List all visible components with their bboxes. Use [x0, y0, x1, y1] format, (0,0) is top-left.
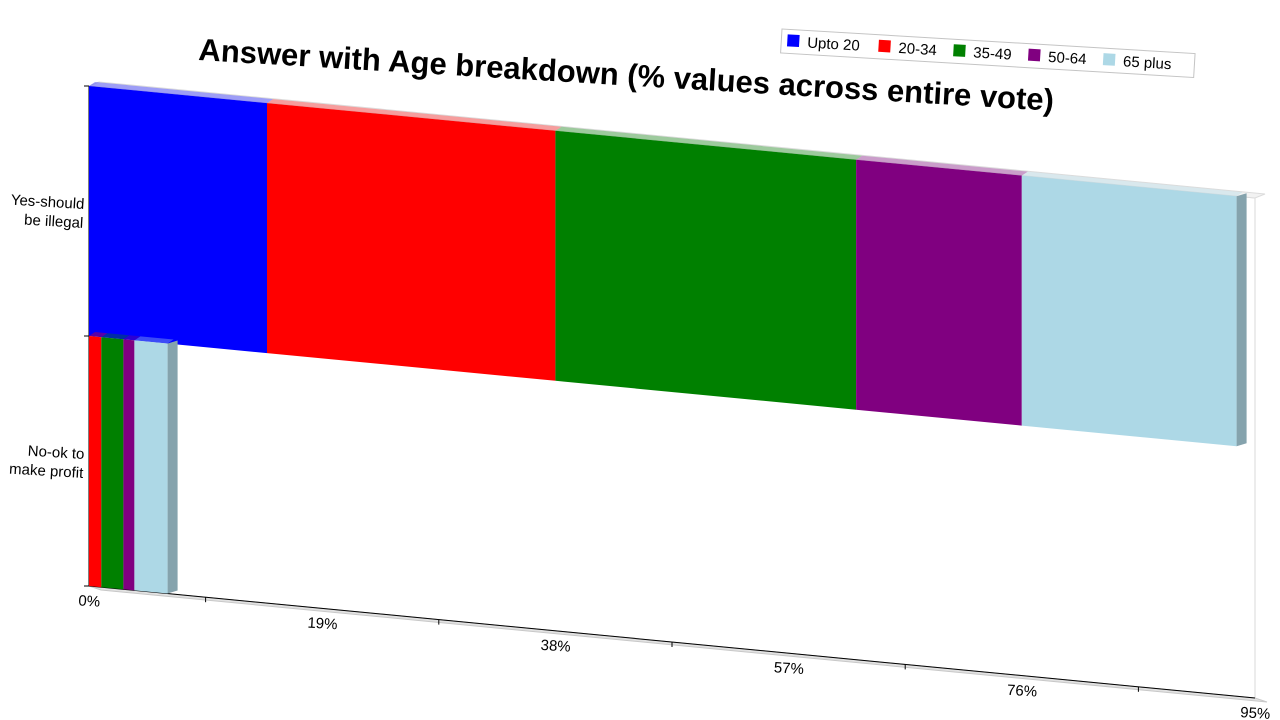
category-label-line: be illegal: [24, 211, 84, 231]
x-tick-label: 57%: [773, 659, 804, 678]
legend-swatch: [953, 44, 966, 57]
legend-label: 65 plus: [1123, 53, 1172, 73]
x-tick-label: 19%: [307, 615, 338, 634]
legend-label: 35-49: [973, 44, 1012, 63]
category-label-line: make profit: [9, 461, 85, 482]
bar-segment-top: [89, 82, 273, 104]
bars-layer: [89, 82, 1247, 594]
bar-segment: [1021, 175, 1237, 447]
plot-top-edge: [88, 81, 1266, 199]
legend-box: Upto 20 20-34 35-49 50-64 65 plus: [780, 28, 1196, 79]
category-label: Yes-shouldbe illegal: [9, 192, 85, 232]
category-label-line: No-ok to: [27, 443, 85, 463]
bar-segment-top: [267, 99, 562, 131]
bar-segment-top: [134, 336, 174, 344]
bar-segment-top: [89, 332, 108, 338]
bar-segment: [134, 340, 168, 594]
bar-segment: [555, 130, 857, 410]
bar-end-face: [167, 340, 178, 594]
legend-label: 20-34: [898, 40, 937, 59]
bar-segment-top: [123, 335, 141, 341]
category-label: No-ok tomake profit: [9, 442, 86, 482]
category-label-line: Yes-should: [10, 192, 85, 213]
legend-label: 50-64: [1048, 49, 1087, 68]
bar-segment-top: [101, 333, 130, 340]
bar-segment-top: [555, 126, 863, 160]
legend-swatch: [1102, 53, 1116, 66]
bar-segment: [856, 159, 1022, 426]
legend-swatch: [1027, 48, 1041, 62]
legend-label: Upto 20: [807, 35, 860, 55]
x-tick-label: 76%: [1007, 682, 1038, 701]
bar-end-face: [1236, 193, 1247, 447]
bar-segment: [101, 337, 124, 590]
x-tick-label: 0%: [78, 592, 101, 610]
bar-segment: [89, 86, 267, 354]
labels-layer: 0% 19% 38% 57% 76% 95% Yes-shouldbe illegal No-…: [9, 192, 1271, 720]
bar-segment: [123, 339, 135, 591]
bar-segment-top: [856, 155, 1028, 176]
bar-segment: [89, 336, 102, 588]
x-tick-label: 95%: [1240, 704, 1271, 720]
bar-segment-top: [1021, 171, 1243, 197]
legend-swatch: [786, 34, 800, 48]
x-tick-label: 38%: [540, 637, 571, 656]
bar-segment: [267, 103, 556, 381]
legend-swatch: [878, 39, 891, 53]
legend: Upto 20 20-34 35-49 50-64 65 plus: [780, 28, 1196, 79]
